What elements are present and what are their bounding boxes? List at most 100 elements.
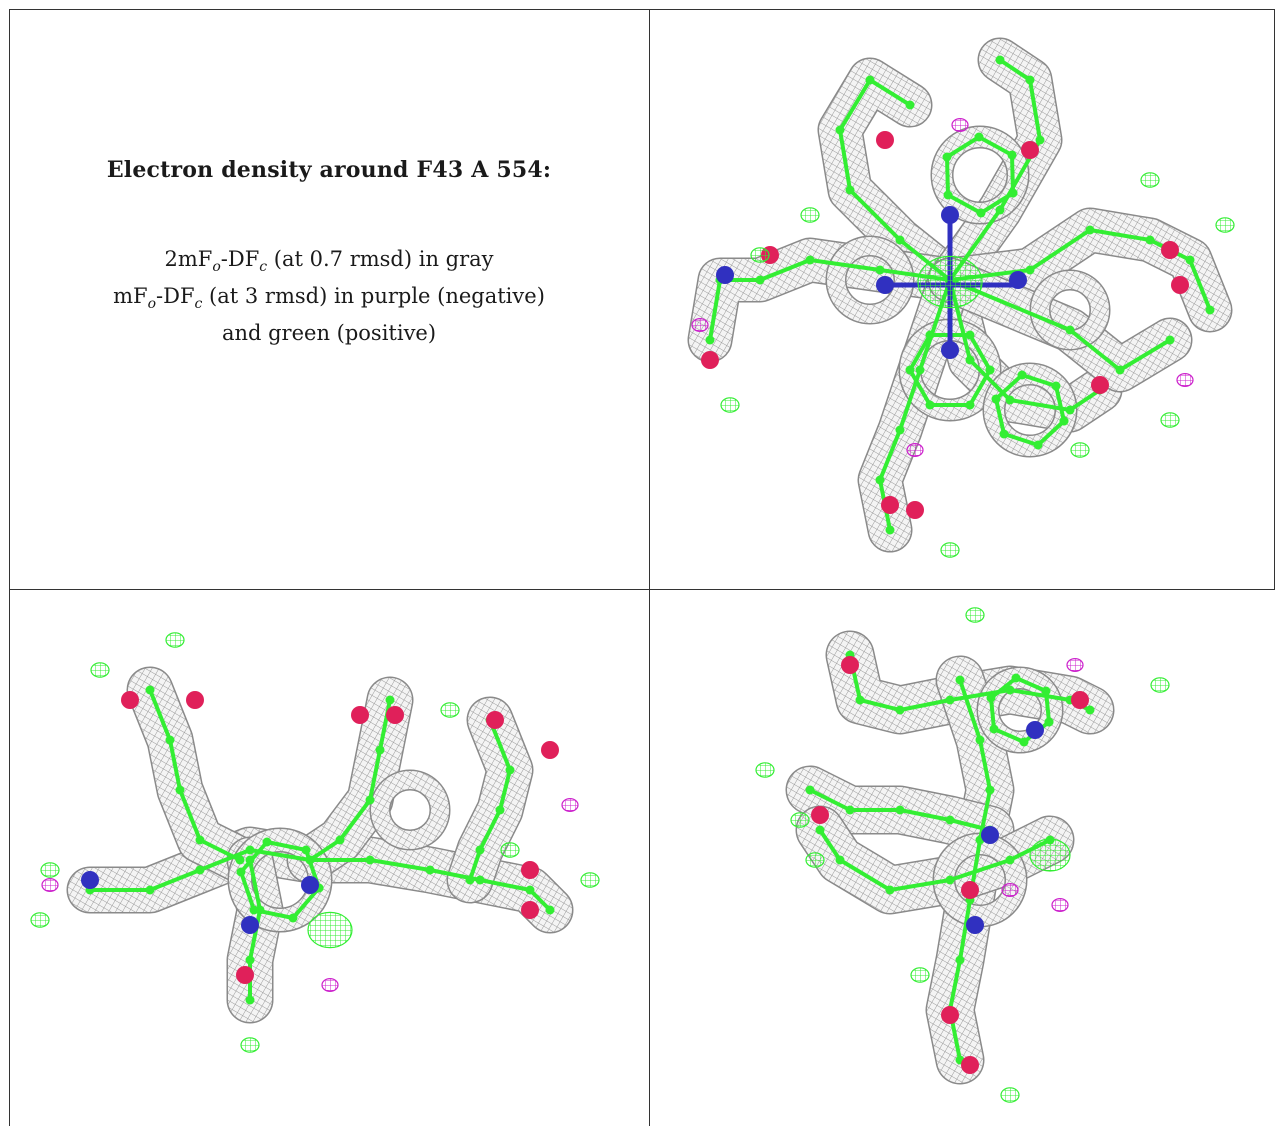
density-panel-top-right: [650, 10, 1274, 589]
atom-carbon: [175, 785, 185, 795]
atom-carbon: [986, 693, 996, 703]
atom-carbon: [985, 365, 995, 375]
caption-subscript: c: [259, 259, 268, 276]
atom-oxygen: [351, 706, 369, 724]
atom-carbon: [195, 865, 205, 875]
atom-carbon: [989, 724, 999, 734]
atom-carbon: [1044, 717, 1054, 727]
atom-carbon: [955, 955, 965, 965]
caption-subscript: o: [212, 259, 221, 276]
bond-stick: [90, 848, 552, 912]
atom-oxygen: [876, 131, 894, 149]
positive-density-blob: [800, 207, 820, 223]
density-panel-bottom-right: [650, 590, 1275, 1126]
positive-density-blob: [1000, 1087, 1020, 1103]
atom-carbon: [245, 845, 255, 855]
atom-carbon: [965, 330, 975, 340]
negative-density-blob: [691, 318, 709, 333]
density-ring: [229, 829, 331, 931]
atom-carbon: [975, 735, 985, 745]
atom-carbon: [1025, 265, 1035, 275]
atom-carbon: [545, 905, 555, 915]
atom-carbon: [942, 152, 952, 162]
atom-oxygen: [1091, 376, 1109, 394]
positive-density-blob: [1029, 838, 1071, 872]
atom-carbon: [945, 875, 955, 885]
atom-carbon: [905, 365, 915, 375]
atom-oxygen: [941, 1006, 959, 1024]
atom-carbon: [845, 805, 855, 815]
negative-density-blob: [41, 878, 59, 893]
atom-carbon: [262, 837, 272, 847]
atom-carbon: [865, 75, 875, 85]
atom-carbon: [249, 905, 259, 915]
bond-stick: [949, 278, 1172, 372]
atom-carbon: [235, 855, 245, 865]
atom-carbon: [288, 913, 298, 923]
atom-carbon: [755, 275, 765, 285]
atom-nitrogen: [876, 276, 894, 294]
positive-density-blob: [750, 247, 770, 263]
negative-density-blob: [561, 798, 579, 813]
atom-carbon: [145, 885, 155, 895]
atom-carbon: [165, 735, 175, 745]
atom-carbon: [845, 185, 855, 195]
atom-carbon: [855, 695, 865, 705]
atom-carbon: [895, 235, 905, 245]
bond-stick: [838, 78, 952, 282]
atom-carbon: [505, 765, 515, 775]
atom-carbon: [945, 695, 955, 705]
atom-carbon: [236, 867, 246, 877]
atom-oxygen: [521, 861, 539, 879]
positive-density-blob: [1140, 172, 1160, 188]
atom-oxygen: [1161, 241, 1179, 259]
positive-density-blob: [1070, 442, 1090, 458]
atom-nitrogen: [966, 916, 984, 934]
atom-carbon: [425, 865, 435, 875]
atom-oxygen: [961, 881, 979, 899]
atom-oxygen: [841, 656, 859, 674]
atom-oxygen: [1171, 276, 1189, 294]
atom-carbon: [385, 695, 395, 705]
atom-carbon: [1051, 381, 1061, 391]
atom-carbon: [991, 394, 1001, 404]
atom-carbon: [805, 785, 815, 795]
positive-density-blob: [940, 542, 960, 558]
atom-carbon: [895, 705, 905, 715]
negative-density-blob: [1051, 898, 1069, 913]
caption-text: mF: [113, 284, 148, 309]
atom-nitrogen: [81, 871, 99, 889]
caption-title: Electron density around F43 A 554:: [106, 157, 552, 183]
caption-subscript: c: [194, 296, 203, 313]
atom-carbon: [1005, 395, 1015, 405]
atom-carbon: [1035, 135, 1045, 145]
negative-density-blob: [1001, 883, 1019, 898]
atom-carbon: [965, 355, 975, 365]
atom-carbon: [985, 785, 995, 795]
caption-cell: Electron density around F43 A 554: 2mFo-…: [9, 9, 649, 589]
atom-carbon: [1007, 150, 1017, 160]
negative-density-blob: [1066, 657, 1084, 672]
positive-density-blob: [910, 967, 930, 983]
atom-carbon: [895, 425, 905, 435]
atom-oxygen: [1021, 141, 1039, 159]
atom-carbon: [905, 100, 915, 110]
figure-caption: Electron density around F43 A 554: 2mFo-…: [9, 157, 649, 348]
caption-text: (at 0.7 rmsd) in gray: [267, 247, 494, 271]
atom-carbon: [1115, 365, 1125, 375]
positive-density-blob: [1215, 217, 1235, 233]
atom-carbon: [1205, 305, 1215, 315]
density-mesh: [128, 668, 262, 882]
atom-oxygen: [1071, 691, 1089, 709]
atom-carbon: [945, 815, 955, 825]
bond-stick: [708, 258, 951, 341]
positive-density-blob: [755, 762, 775, 778]
atom-carbon: [1005, 685, 1015, 695]
atom-carbon: [1085, 705, 1095, 715]
atom-carbon: [835, 125, 845, 135]
positive-density-blob: [805, 852, 825, 868]
atom-carbon: [301, 845, 311, 855]
grid-left-border: [9, 9, 10, 1126]
positive-density-blob: [440, 702, 460, 718]
